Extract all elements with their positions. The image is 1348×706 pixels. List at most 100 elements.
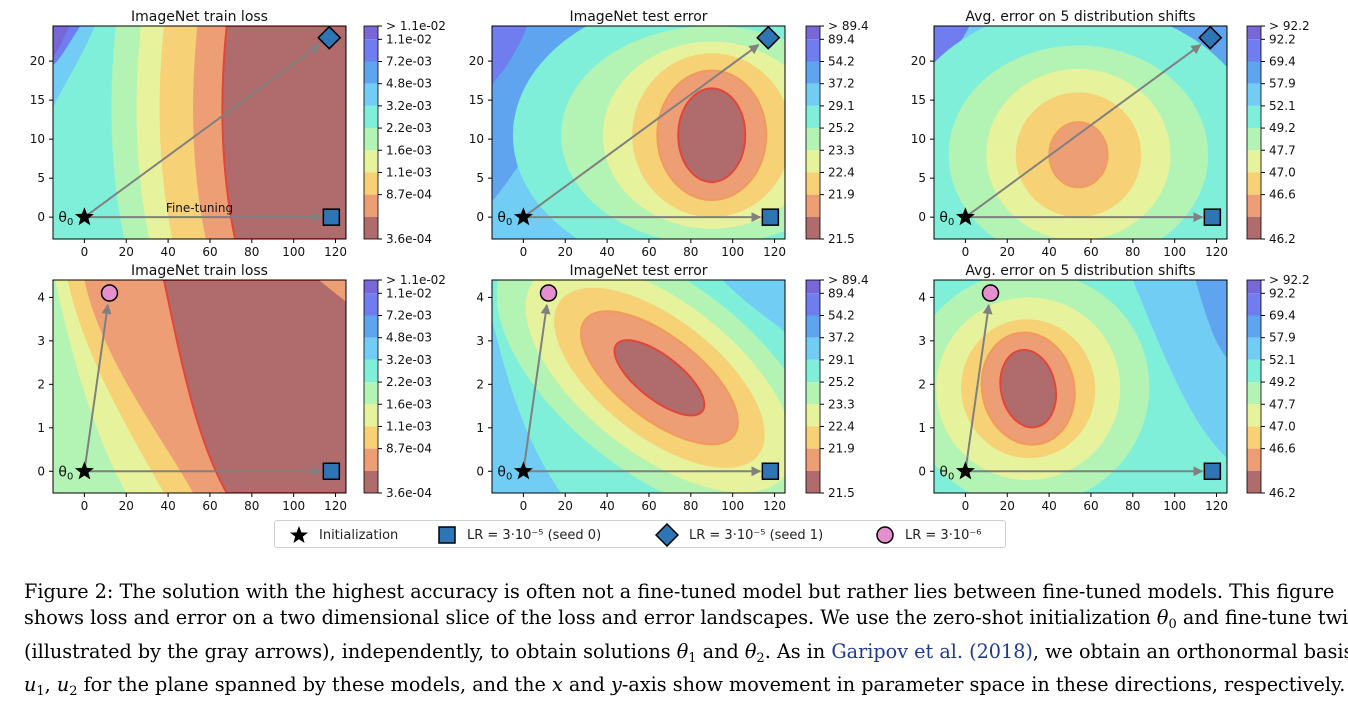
y-tick-label: 1: [476, 421, 484, 435]
colorbar-cell: [364, 83, 378, 106]
colorbar-cell: [1247, 280, 1261, 294]
colorbar-label: 7.2e-03: [386, 55, 432, 69]
axes-frame: [491, 279, 786, 494]
colorbar-label: 92.2: [1269, 286, 1296, 300]
caption-text: and: [696, 639, 745, 663]
theta-symbol: θ: [1156, 606, 1169, 630]
colorbar-frame: [1246, 25, 1262, 240]
colorbar-label: 21.9: [828, 188, 855, 202]
x-tick-label: 120: [763, 499, 786, 513]
colorbar-label: 29.1: [828, 99, 855, 113]
caption-line-2: shows loss and error on a two dimensiona…: [24, 605, 1348, 638]
colorbar-cell: [1247, 382, 1261, 405]
colorbar-label: 29.1: [828, 353, 855, 367]
colorbar-frame: [363, 25, 379, 240]
colorbar-label: > 92.2: [1269, 273, 1310, 287]
theta-symbol: θ: [676, 639, 689, 663]
panel-title: ImageNet test error: [569, 263, 707, 279]
lr-small-marker: [539, 284, 558, 302]
y-tick-label: 15: [911, 93, 926, 107]
axes-frame: [491, 25, 786, 240]
colorbar-cell: [364, 382, 378, 405]
y-tick-label: 15: [469, 93, 484, 107]
init-star: [513, 461, 533, 480]
star-icon: [290, 526, 308, 543]
x-tick-label: 100: [1163, 245, 1186, 259]
colorbar-label: 47.0: [1269, 165, 1296, 179]
colorbar-cell: [1247, 359, 1261, 383]
colorbar-label: 25.2: [828, 375, 855, 389]
colorbar-label: 7.2e-03: [386, 309, 432, 323]
caption-text: and: [562, 672, 612, 696]
colorbar-cell: [806, 359, 820, 383]
colorbar-label: 89.4: [828, 286, 855, 300]
y-tick-label: 0: [476, 210, 484, 224]
init-star: [955, 207, 975, 226]
contour-fill: [492, 280, 785, 493]
colorbar-cell: [364, 293, 378, 316]
x-tick-label: 80: [244, 499, 259, 513]
x-tick-label: 60: [1083, 499, 1098, 513]
finetune-arrow: [83, 303, 112, 472]
colorbar-label: 46.2: [1269, 232, 1296, 246]
colorbar-label: 37.2: [828, 77, 855, 91]
y-tick-label: 1: [37, 421, 45, 435]
y-tick-label: 3: [37, 334, 45, 348]
x-tick-label: 20: [1000, 499, 1015, 513]
colorbar-cell: [806, 293, 820, 316]
y-tick-label: 3: [918, 334, 926, 348]
axes-frame: [933, 25, 1228, 240]
legend-item-initialization: Initialization: [289, 524, 398, 546]
colorbar-cell: [1247, 404, 1261, 427]
x-tick-label: 100: [282, 499, 305, 513]
y-tick-label: 2: [918, 377, 926, 391]
x-tick-label: 20: [558, 245, 573, 259]
colorbar-cell: [364, 105, 378, 129]
colorbar-cell: [364, 39, 378, 62]
colorbar-cell: [1247, 83, 1261, 106]
colorbar-label: 57.9: [1269, 331, 1296, 345]
lr-small-marker: [981, 284, 1000, 302]
finetune-arrow: [522, 303, 551, 472]
colorbar-cell: [364, 470, 378, 493]
colorbar-cell: [806, 105, 820, 129]
seed1-marker: [756, 25, 781, 50]
seed1-marker: [1198, 25, 1223, 50]
caption-text: for the plane spanned by these models, a…: [77, 672, 552, 696]
colorbar-cell: [1247, 39, 1261, 62]
axes-frame: [52, 279, 347, 494]
finetune-arrow: [522, 43, 760, 218]
colorbar-label: 3.2e-03: [386, 99, 432, 113]
colorbar-cell: [1247, 315, 1261, 338]
colorbar-label: 1.1e-03: [386, 419, 432, 433]
caption-text: -axis show movement in parameter space i…: [621, 672, 1346, 696]
caption-text: (illustrated by the gray arrows), indepe…: [24, 639, 677, 663]
colorbar-frame: [805, 279, 821, 494]
citation-link[interactable]: Garipov et al. (2018): [831, 639, 1033, 663]
seed1-marker: [317, 25, 342, 50]
y-tick-label: 4: [476, 290, 484, 304]
colorbar-cell: [806, 26, 820, 40]
colorbar-cell: [364, 280, 378, 294]
y-tick-label: 20: [911, 54, 926, 68]
x-tick-label: 120: [324, 245, 347, 259]
colorbar-cell: [364, 216, 378, 239]
init-star: [513, 207, 533, 226]
x-tick-label: 60: [202, 245, 217, 259]
init-star: [74, 207, 94, 226]
x-tick-label: 40: [160, 245, 175, 259]
colorbar-label: 8.7e-04: [386, 442, 432, 456]
x-tick-label: 80: [683, 245, 698, 259]
colorbar-label: 54.2: [828, 55, 855, 69]
seed0-marker: [1203, 208, 1222, 226]
colorbar-cell: [1247, 128, 1261, 151]
colorbar-label: 3.2e-03: [386, 353, 432, 367]
y-tick-label: 10: [30, 132, 45, 146]
colorbar-cell: [1247, 448, 1261, 471]
colorbar-cell: [1247, 470, 1261, 493]
x-tick-label: 60: [1083, 245, 1098, 259]
colorbar-label: 46.6: [1269, 442, 1296, 456]
colorbar-label: 22.4: [828, 165, 855, 179]
colorbar-label: 89.4: [828, 32, 855, 46]
